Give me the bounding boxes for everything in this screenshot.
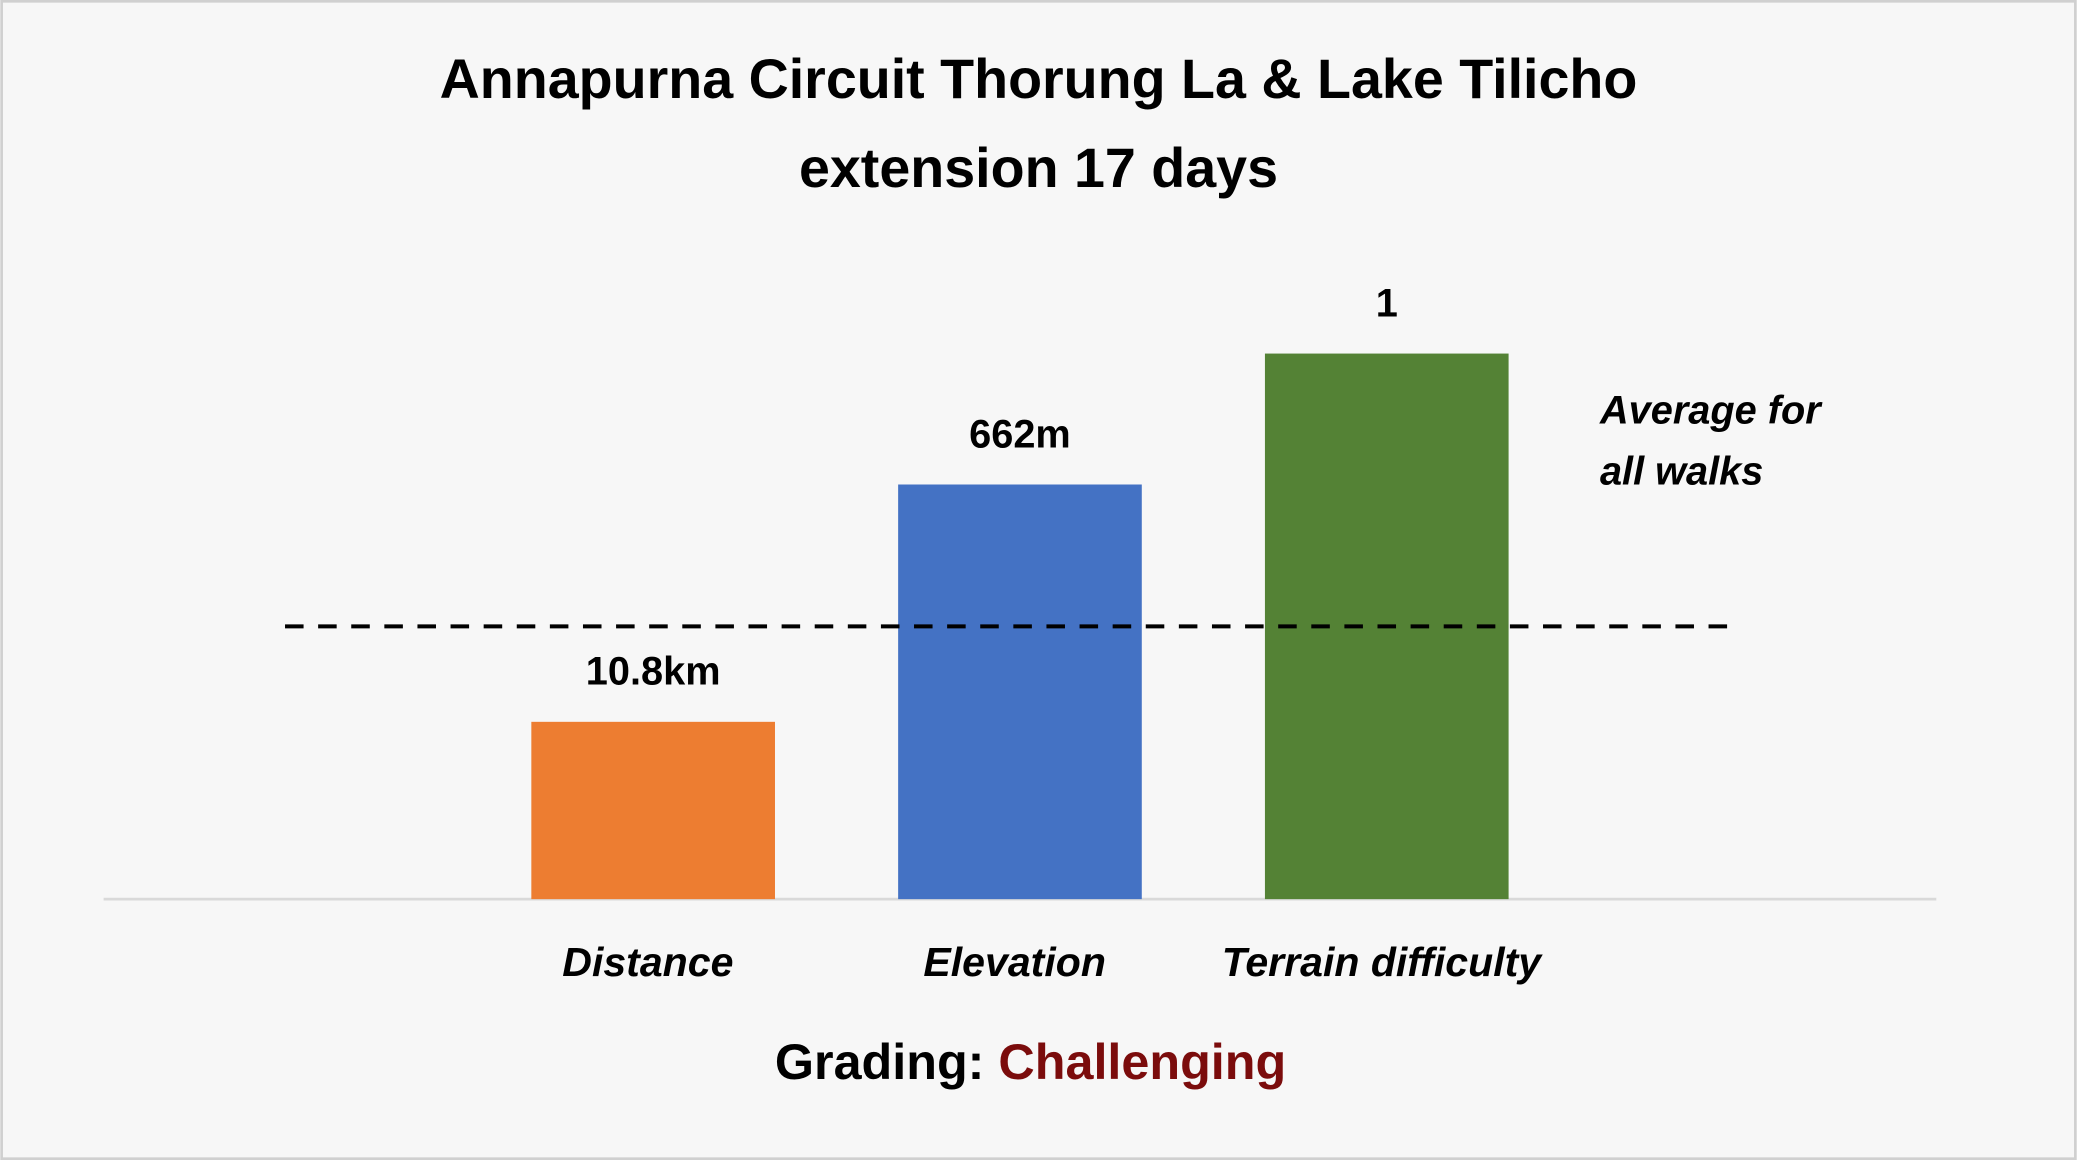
bar [531,721,775,900]
data-label: 1 [1376,281,1398,325]
average-label: Average for [1599,389,1823,433]
data-label: 10.8km [586,650,721,694]
chart-title: extension 17 days [799,137,1278,199]
grading-label: Grading: [775,1033,985,1090]
average-label: all walks [1600,450,1763,494]
bar [898,484,1142,900]
x-tick-label: Elevation [923,939,1106,985]
data-label: 662m [969,412,1071,456]
x-tick-label: Terrain difficulty [1222,939,1543,985]
grading: Grading: Challenging [775,1033,1286,1090]
chart-title: Annapurna Circuit Thorung La & Lake Tili… [440,48,1638,110]
grading-value: Challenging [998,1033,1286,1090]
x-tick-label: Distance [562,939,733,985]
